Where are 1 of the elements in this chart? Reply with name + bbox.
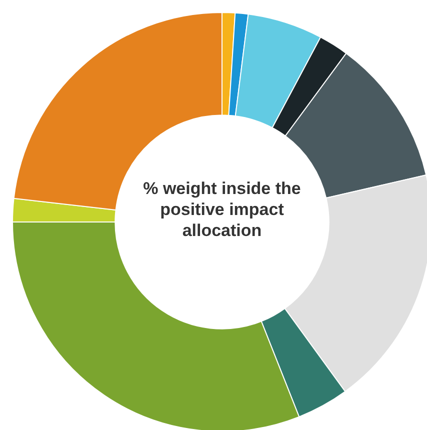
text: % weight inside the positive impact allocation bbox=[142, 178, 302, 241]
